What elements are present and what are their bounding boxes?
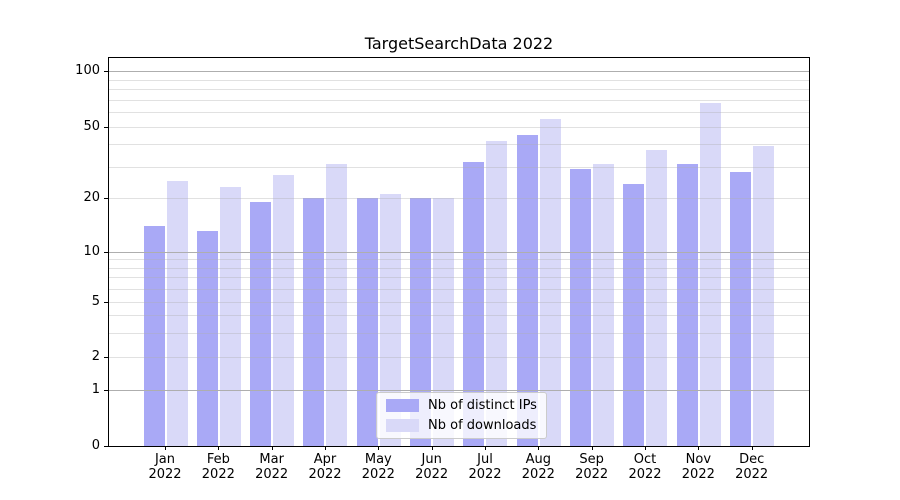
bar-downloads-may [379, 194, 401, 446]
xtick-apr [324, 446, 326, 450]
xtick-jun [431, 446, 433, 450]
xtick-label-dec: Dec 2022 [712, 452, 792, 482]
bar-distinct-ips-nov [676, 164, 698, 446]
bar-distinct-ips-oct [623, 183, 645, 446]
bar-downloads-jun [433, 198, 455, 446]
bar-downloads-nov [699, 103, 721, 446]
xtick-label-jul: Jul 2022 [445, 452, 525, 482]
ytick-label-10: 10 [83, 243, 100, 259]
xtick-mar [271, 446, 273, 450]
plot-area: Nb of distinct IPs Nb of downloads [108, 57, 810, 447]
xtick-label-year: 2022 [361, 467, 395, 482]
xtick-jan [165, 446, 166, 450]
xtick-label-month: Feb [206, 452, 230, 467]
xtick-label-year: 2022 [255, 467, 289, 482]
ytick-0 [104, 446, 108, 447]
xtick-label-year: 2022 [148, 467, 182, 482]
bar-downloads-sep [593, 164, 615, 446]
bar-downloads-apr [326, 164, 348, 446]
ytick-100 [104, 71, 108, 72]
bar-distinct-ips-aug [516, 135, 538, 446]
xtick-label-month: Nov [685, 452, 712, 467]
xtick-label-sep: Sep 2022 [552, 452, 632, 482]
xtick-sep [591, 446, 593, 450]
xtick-label-year: 2022 [735, 467, 769, 482]
ytick-1 [104, 390, 108, 391]
ytick-5 [104, 302, 108, 303]
legend-row-0: Nb of distinct IPs [386, 398, 537, 413]
bar-downloads-mar [273, 174, 295, 446]
xtick-label-month: Aug [525, 452, 552, 467]
xtick-label-month: Jan [154, 452, 176, 467]
bar-distinct-ips-sep [570, 169, 592, 446]
ytick-label-100: 100 [75, 63, 100, 78]
bar-distinct-ips-mar [250, 201, 272, 446]
xtick-label-year: 2022 [575, 467, 609, 482]
xtick-label-aug: Aug 2022 [498, 452, 578, 482]
bar-downloads-aug [539, 119, 561, 446]
xtick-label-nov: Nov 2022 [658, 452, 738, 482]
xtick-label-year: 2022 [521, 467, 555, 482]
xtick-label-year: 2022 [201, 467, 235, 482]
xtick-may [378, 446, 380, 450]
xtick-label-apr: Apr 2022 [285, 452, 365, 482]
xtick-label-month: Dec [739, 452, 765, 467]
xtick-label-mar: Mar 2022 [232, 452, 312, 482]
xtick-label-year: 2022 [681, 467, 715, 482]
bar-distinct-ips-dec [730, 171, 752, 446]
xtick-label-jun: Jun 2022 [392, 452, 472, 482]
bar-downloads-dec [753, 146, 775, 446]
bar-distinct-ips-jul [463, 161, 485, 446]
ytick-10 [104, 251, 108, 253]
xtick-feb [218, 446, 220, 450]
ytick-label-0: 0 [91, 438, 100, 453]
bar-downloads-feb [219, 187, 241, 446]
bar-distinct-ips-apr [303, 198, 325, 446]
ytick-label-2: 2 [91, 349, 100, 364]
legend-swatch-0 [386, 399, 419, 412]
legend-label-0: Nb of distinct IPs [428, 398, 537, 413]
bar-distinct-ips-may [356, 198, 378, 446]
xtick-label-year: 2022 [468, 467, 502, 482]
bar-distinct-ips-jan [143, 225, 165, 446]
xtick-label-month: Jun [421, 452, 442, 467]
xtick-label-month: Mar [259, 452, 284, 467]
bar-downloads-jan [166, 180, 188, 446]
xtick-label-oct: Oct 2022 [605, 452, 685, 482]
xtick-label-year: 2022 [308, 467, 342, 482]
ytick-label-50: 50 [83, 119, 100, 134]
xtick-jul [484, 446, 486, 450]
ytick-2 [104, 357, 108, 358]
xtick-label-month: Sep [579, 452, 604, 467]
xtick-label-may: May 2022 [338, 452, 418, 482]
xtick-label-month: May [364, 452, 392, 467]
xtick-label-feb: Feb 2022 [178, 452, 258, 482]
bar-distinct-ips-jun [410, 198, 432, 446]
chart-title: TargetSearchData 2022 [364, 34, 554, 53]
xtick-label-year: 2022 [415, 467, 449, 482]
bar-downloads-oct [646, 150, 668, 446]
xtick-dec [751, 446, 753, 450]
bar-distinct-ips-feb [196, 231, 218, 446]
bars-layer [109, 58, 809, 446]
xtick-label-month: Jul [477, 452, 493, 467]
legend: Nb of distinct IPs Nb of downloads [376, 392, 547, 439]
xtick-label-month: Apr [313, 452, 337, 467]
legend-swatch-1 [386, 419, 419, 432]
legend-label-1: Nb of downloads [428, 418, 537, 433]
legend-row-1: Nb of downloads [386, 418, 537, 433]
ytick-label-5: 5 [91, 294, 100, 309]
ytick-label-20: 20 [83, 190, 100, 205]
xtick-aug [538, 446, 540, 450]
ytick-50 [104, 127, 108, 128]
xtick-oct [644, 446, 646, 450]
xtick-label-month: Oct [633, 452, 657, 467]
ytick-label-1: 1 [91, 382, 100, 397]
xtick-label-year: 2022 [628, 467, 662, 482]
bar-downloads-jul [486, 140, 508, 446]
xtick-nov [698, 446, 700, 450]
xtick-label-jan: Jan 2022 [125, 452, 205, 482]
ytick-20 [104, 198, 108, 199]
